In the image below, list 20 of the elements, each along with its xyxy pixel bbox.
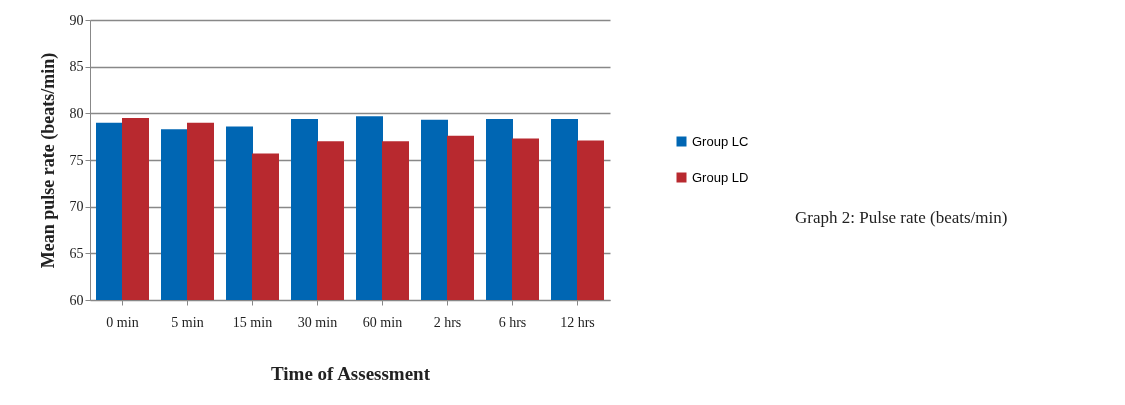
- caption: Graph 2: Pulse rate (beats/min): [795, 208, 1008, 228]
- x-tick-label: 30 min: [297, 314, 338, 330]
- y-tick-label: 90: [69, 12, 84, 28]
- y-axis-title: Mean pulse rate (beats/min): [37, 52, 59, 269]
- x-tick-label: 6 hrs: [498, 314, 527, 330]
- x-tick-label: 5 min: [171, 314, 204, 330]
- x-tick-label: 12 hrs: [560, 314, 595, 330]
- legend-label: Group LD: [692, 169, 749, 185]
- x-tick-label: 0 min: [106, 314, 139, 330]
- x-tick-label: 15 min: [232, 314, 273, 330]
- y-tick-label: 70: [69, 199, 84, 215]
- x-axis-title: Time of Assessment: [270, 362, 431, 384]
- y-tick-label: 80: [69, 105, 84, 121]
- y-tick-label: 75: [69, 152, 84, 168]
- y-tick-label: 60: [69, 292, 84, 308]
- x-tick-label: 60 min: [362, 314, 403, 330]
- y-tick-label: 85: [69, 59, 84, 75]
- legend-label: Group LC: [692, 133, 749, 149]
- x-tick-label: 2 hrs: [433, 314, 462, 330]
- y-tick-label: 65: [69, 245, 84, 261]
